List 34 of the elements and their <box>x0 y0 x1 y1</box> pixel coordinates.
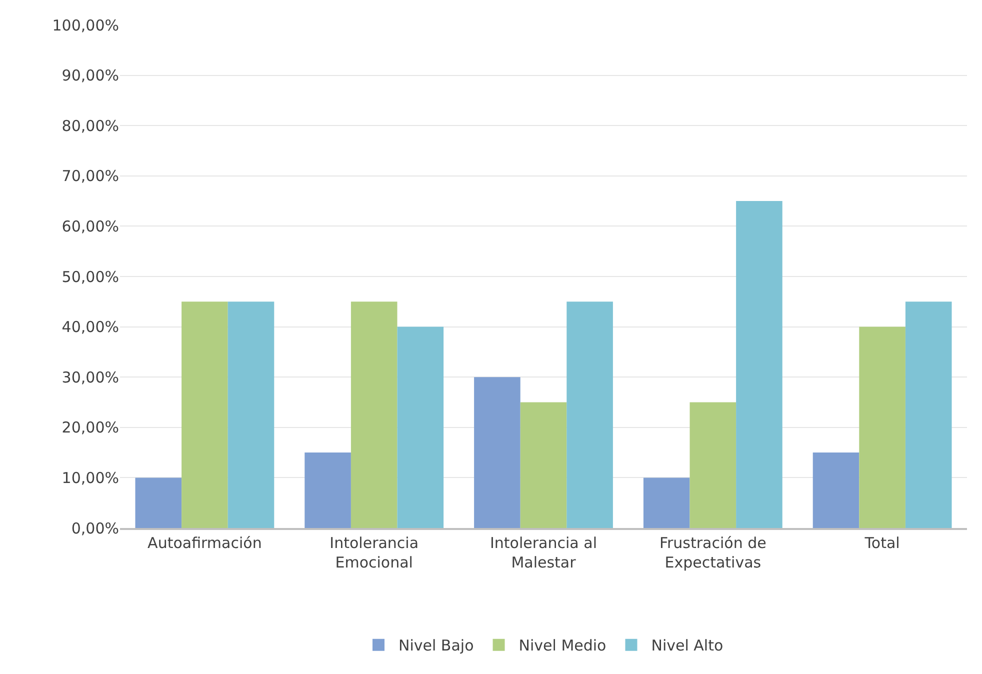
bar <box>228 302 274 528</box>
bar <box>859 326 906 528</box>
y-tick-label: 80,00% <box>62 116 119 135</box>
y-tick-label: 0,00% <box>71 519 119 538</box>
x-tick-label: Frustración de Expectativas <box>659 534 766 572</box>
bar <box>304 452 351 528</box>
bar <box>736 201 782 528</box>
y-tick-label: 30,00% <box>62 368 119 386</box>
y-tick-label: 60,00% <box>62 217 119 236</box>
bar <box>182 302 228 528</box>
y-tick-label: 50,00% <box>62 268 119 286</box>
legend-label: Nivel Alto <box>651 636 724 655</box>
bar <box>643 478 690 528</box>
y-tick-label: 20,00% <box>62 418 119 437</box>
x-tick-label: Autoafirmación <box>148 534 262 552</box>
bar <box>905 302 952 528</box>
bar <box>520 402 567 528</box>
x-tick-label: Intolerancia Emocional <box>330 534 419 572</box>
bar <box>690 402 736 528</box>
y-tick-label: 40,00% <box>62 318 119 336</box>
x-tick-label: Total <box>864 534 900 552</box>
legend-label: Nivel Bajo <box>398 636 474 655</box>
y-tick-label: 70,00% <box>62 167 119 186</box>
bar <box>397 326 444 528</box>
bar <box>566 302 613 528</box>
x-tick-label: Intolerancia al Malestar <box>490 534 597 572</box>
bar <box>812 452 860 528</box>
y-tick-label: 10,00% <box>62 468 119 487</box>
bar <box>135 478 182 528</box>
bar <box>350 302 398 528</box>
bar <box>474 377 520 528</box>
legend-label: Nivel Medio <box>518 636 606 655</box>
y-tick-label: 90,00% <box>62 66 119 85</box>
y-tick-label: 100,00% <box>52 16 119 34</box>
